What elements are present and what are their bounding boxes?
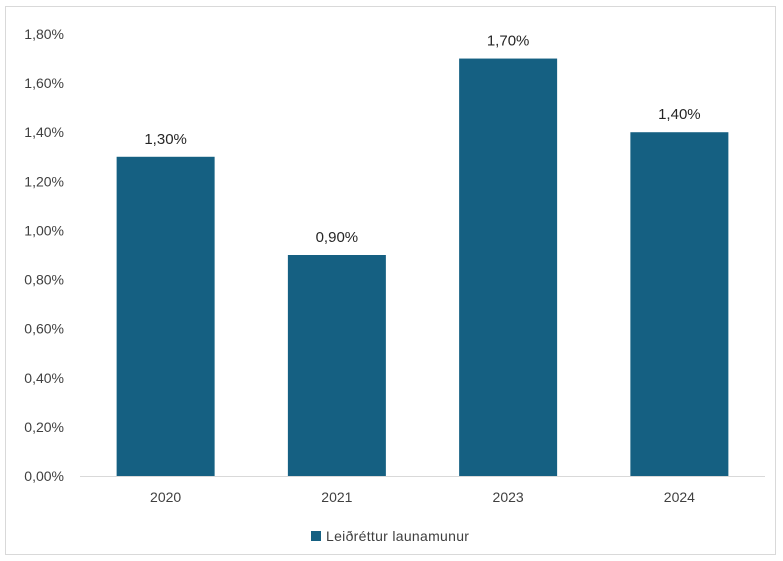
x-axis-tick-labels: 2020 2021 2023 2024 bbox=[150, 489, 695, 505]
bar-2024 bbox=[630, 132, 729, 476]
x-tick-label-2020: 2020 bbox=[150, 489, 181, 505]
legend: Leiðréttur launamunur bbox=[311, 528, 469, 544]
y-tick-label: 1,20% bbox=[24, 173, 64, 189]
y-tick-label: 0,60% bbox=[24, 321, 64, 337]
x-tick-label-2023: 2023 bbox=[493, 489, 524, 505]
x-tick-label-2024: 2024 bbox=[664, 489, 695, 505]
y-tick-label: 0,00% bbox=[24, 468, 64, 484]
y-tick-label: 1,00% bbox=[24, 222, 64, 238]
bar-2023 bbox=[459, 58, 558, 477]
data-label-2021: 0,90% bbox=[316, 229, 359, 246]
y-tick-label: 0,40% bbox=[24, 370, 64, 386]
data-labels: 1,30% 0,90% 1,70% 1,40% bbox=[144, 33, 700, 246]
y-tick-label: 1,80% bbox=[24, 26, 64, 42]
y-tick-label: 1,60% bbox=[24, 75, 64, 91]
data-label-2023: 1,70% bbox=[487, 33, 530, 50]
bar-2021 bbox=[287, 255, 386, 476]
x-tick-label-2021: 2021 bbox=[321, 489, 352, 505]
legend-label: Leiðréttur launamunur bbox=[326, 528, 469, 544]
bar-2020 bbox=[116, 156, 215, 476]
y-tick-label: 0,80% bbox=[24, 272, 64, 288]
bar-series bbox=[116, 58, 729, 477]
y-tick-label: 0,20% bbox=[24, 419, 64, 435]
y-tick-label: 1,40% bbox=[24, 124, 64, 140]
data-label-2024: 1,40% bbox=[658, 106, 701, 123]
data-label-2020: 1,30% bbox=[144, 131, 187, 148]
legend-swatch bbox=[311, 531, 321, 541]
y-axis-tick-labels: 0,00% 0,20% 0,40% 0,60% 0,80% 1,00% 1,20% 1,40%… bbox=[24, 26, 64, 484]
